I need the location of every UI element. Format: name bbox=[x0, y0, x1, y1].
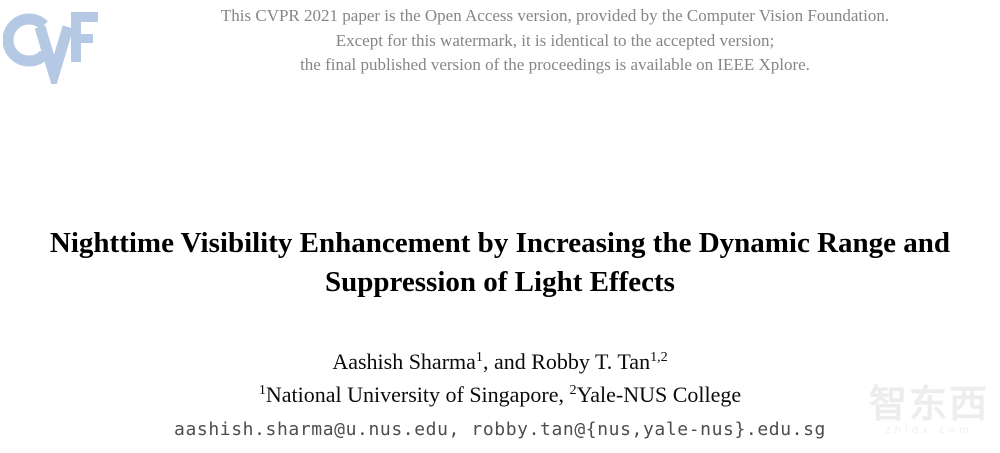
watermark-line-2: Except for this watermark, it is identic… bbox=[335, 30, 775, 50]
site-watermark-logo-text: 智东西 bbox=[868, 382, 989, 426]
affiliations-line: 1National University of Singapore, 2Yale… bbox=[0, 382, 1000, 408]
author-emails: aashish.sharma@u.nus.edu, robby.tan@{nus… bbox=[174, 419, 826, 440]
author-2-name: , and Robby T. Tan bbox=[482, 349, 651, 374]
cvf-logo-letter-v bbox=[34, 25, 74, 84]
paper-title-line-2: Suppression of Light Effects bbox=[325, 266, 675, 298]
affiliation-2: Yale-NUS College bbox=[576, 382, 742, 407]
paper-title-line-1: Nighttime Visibility Enhancement by Incr… bbox=[49, 227, 951, 259]
paper-title: Nighttime Visibility Enhancement by Incr… bbox=[0, 224, 1000, 302]
cvf-watermark-text: This CVPR 2021 paper is the Open Access … bbox=[110, 4, 1000, 78]
site-watermark-url: zhidx.com bbox=[885, 425, 973, 436]
watermark-line-3: the final published version of the proce… bbox=[300, 55, 810, 74]
affiliation-2-superscript: 2 bbox=[569, 382, 577, 399]
affiliation-1: National University of Singapore, bbox=[265, 382, 565, 407]
cvf-logo-letter-c bbox=[3, 13, 56, 67]
author-1-affil-superscript: 1 bbox=[475, 349, 483, 366]
cvf-logo-letter-f bbox=[71, 12, 98, 62]
author-2-affil-superscript: 1,2 bbox=[650, 349, 668, 366]
cvf-logo bbox=[3, 12, 98, 84]
watermark-line-1: This CVPR 2021 paper is the Open Access … bbox=[220, 6, 890, 25]
affiliation-1-superscript: 1 bbox=[258, 382, 266, 399]
authors-line: Aashish Sharma1, and Robby T. Tan1,2 bbox=[0, 349, 1000, 375]
site-watermark: 智东西 zhidx.com bbox=[864, 383, 994, 437]
author-1-name: Aashish Sharma bbox=[332, 349, 476, 374]
